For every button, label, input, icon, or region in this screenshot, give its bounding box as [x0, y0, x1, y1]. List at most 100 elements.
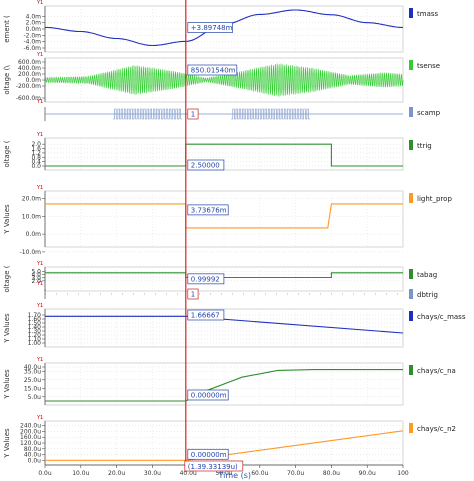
y-tick-label: -600.0m	[16, 95, 41, 102]
series-line	[44, 63, 404, 97]
y-tick-label: 80.0u	[24, 446, 41, 453]
legend-label: chays/c_mass	[417, 313, 466, 321]
cursor-marker-box	[187, 448, 229, 460]
legend-label: scamp	[417, 109, 441, 117]
y-axis-label: Y Values	[3, 204, 11, 235]
x-tick-label: 10.0u	[72, 470, 89, 477]
y-tick-label: 20.0m	[22, 196, 41, 203]
y1-tag: Y1	[36, 415, 43, 421]
cursor-marker-box	[187, 159, 225, 171]
y-tick-label: -10.0m	[20, 249, 42, 256]
cursor-marker-value: 0.00000m	[191, 392, 227, 400]
y-tick-label: 3.0	[31, 275, 41, 282]
x-tick-label: 20.0u	[108, 470, 125, 477]
y-axis-label: ement (	[3, 15, 11, 43]
y1-tag: Y1	[36, 185, 43, 191]
cursor-marker-box	[187, 389, 229, 401]
y-axis-label: Y Values	[3, 428, 11, 459]
cursor-readout-box	[184, 460, 244, 472]
legend-label: tabag	[417, 271, 437, 279]
cursor-marker-box	[187, 64, 238, 76]
y-tick-label: -4.0m	[23, 39, 41, 46]
y-tick-label: -6.0m	[23, 45, 41, 52]
y1-tag: Y1	[36, 261, 43, 267]
y-axis-label: oltage (	[3, 140, 11, 167]
y-tick-label: 1.50	[28, 320, 42, 327]
strip-dbtrig: Y1 1 dbtrig	[36, 281, 438, 300]
legend-label: tmass	[417, 10, 439, 18]
strip-tmass: 4.0m2.0m0.0m-2.0m-4.0m-6.0m ement (Y1 +3.8…	[3, 0, 439, 53]
legend-swatch	[409, 107, 413, 117]
cursor-readout: (1.39.33139u)	[188, 463, 238, 471]
y-tick-label: 5.0u	[28, 394, 42, 401]
strip-scamp: Y1 1 scamp	[36, 99, 441, 121]
cursor-marker-box	[187, 204, 229, 216]
cursor-marker-value: 850.01540m	[191, 67, 236, 75]
legend-swatch	[409, 269, 413, 279]
y1-tag: Y1	[36, 132, 43, 138]
legend-swatch	[409, 8, 413, 18]
cursor-marker-value: +3.89748m	[191, 24, 233, 32]
cursor-marker-value: 1	[191, 111, 195, 119]
y-tick-label: 4.0	[31, 272, 41, 279]
legend-swatch	[409, 60, 413, 70]
cursor-marker-value: 1.66667	[191, 312, 220, 320]
legend-label: chays/c_n2	[417, 425, 456, 433]
y-tick-label: -200.0m	[16, 83, 41, 90]
y-tick-label: 0.0m	[26, 231, 42, 238]
y-tick-label: 400.0m	[18, 65, 41, 72]
legend-label: light_prop	[417, 195, 452, 203]
y-tick-label: 1.30	[28, 328, 42, 335]
strip-ttrig: 2.01.61.20.80.40.0 oltage (Y1 2.50000 ttrig	[3, 132, 432, 171]
y-tick-label: 0.0m	[26, 26, 42, 33]
cursor-marker-box	[187, 309, 225, 321]
x-tick-label: 70.0u	[287, 470, 304, 477]
legend-label: ttrig	[417, 142, 432, 150]
y-tick-label: 2.0	[31, 278, 41, 285]
y-tick-label: 1.70	[28, 312, 42, 319]
y-tick-label: 35.0u	[24, 368, 41, 375]
x-tick-label: 80.0u	[323, 470, 340, 477]
y-tick-label: 2.0m	[26, 20, 42, 27]
y-tick-label: 5.0	[31, 269, 41, 276]
legend-swatch	[409, 423, 413, 433]
strip-chays-c-mass: 1.701.601.501.401.301.201.101.00 Y Values…	[3, 303, 466, 348]
y-tick-label: 10.0m	[22, 213, 41, 220]
y-tick-label: 0.4	[31, 159, 41, 166]
cursor-marker-value: 3.73676m	[191, 206, 227, 214]
series-line	[45, 203, 403, 229]
y-axis-label: oltage (	[3, 265, 11, 292]
y-tick-label: 1.6	[31, 146, 41, 153]
y-tick-label: 0.0	[31, 163, 41, 170]
y-tick-label: 1.2	[31, 150, 41, 157]
series-burst	[231, 108, 311, 120]
legend-swatch	[409, 311, 413, 321]
series-burst	[113, 108, 183, 120]
y1-tag: Y1	[36, 357, 43, 363]
y-tick-label: 4.0m	[26, 13, 42, 20]
x-tick-label: 40.0u	[180, 470, 197, 477]
y-axis-label: Y Values	[3, 313, 11, 344]
y-axis-label: Y Values	[3, 369, 11, 400]
y-tick-label: 0.0u	[28, 457, 42, 464]
y-tick-label: 25.0u	[24, 377, 41, 384]
y-tick-label: 1.20	[28, 332, 42, 339]
cursor-marker-box	[187, 288, 199, 300]
cursor-marker-box	[187, 22, 233, 33]
cursor-marker-box	[187, 273, 225, 285]
series-line	[45, 143, 403, 167]
y-tick-label: 15.0u	[24, 385, 41, 392]
x-tick-label: 50.0u	[215, 470, 232, 477]
strip-tabag: 5.04.03.02.0 oltage (Y1 0.99992 tabag	[3, 261, 437, 292]
legend-label: chays/c_na	[417, 367, 456, 375]
y-axis-label: oltage (\	[3, 65, 11, 95]
cursor-marker-value: 1	[191, 291, 195, 299]
y-tick-label: 1.60	[28, 316, 42, 323]
legend-swatch	[409, 193, 413, 203]
cursor-marker-box	[187, 108, 199, 120]
y1-tag: Y1	[36, 52, 43, 58]
y-tick-label: 120.0u	[20, 440, 41, 447]
